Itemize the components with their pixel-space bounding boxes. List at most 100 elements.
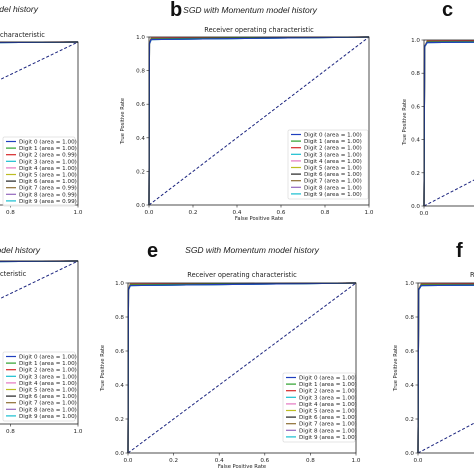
roc-curve-digit-6 [423,41,474,207]
legend-entry: Digit 3 (area = 1.00) [304,152,362,158]
x-tick-label: 0.8 [6,210,15,216]
legend-box [2,136,76,207]
legend-entry: Digit 0 (area = 1.00) [304,133,362,139]
legend-entry: Digit 6 (area = 1.00) [19,179,77,185]
plot-title: cteristic [0,270,27,278]
roc-curve-digit-6 [417,284,474,454]
roc-curve-digit-7 [423,40,474,207]
roc-curve-digit-3 [423,41,474,207]
legend-entry: Digit 2 (area = 1.00) [19,368,77,374]
panel-letter: b [170,0,182,21]
chance-diagonal-line [423,179,474,207]
legend: Digit 0 (area = 1.00)Digit 1 (area = 1.0… [287,129,369,200]
x-tick-label: 0.8 [321,210,330,216]
y-tick-label: 0.6 [411,104,420,110]
roc-panel-4: 0.8 1.0 cteristic odel history Digit 0 (area… [0,245,83,435]
roc-curve-digit-8 [423,40,474,207]
roc-curve-digit-4 [417,283,474,454]
y-axis-label: True Positive Rate [100,345,106,392]
y-tick-label: 0.8 [405,315,414,321]
panel-caption: SGD with Momentum model history [183,5,317,15]
legend-entry: Digit 8 (area = 0.99) [19,192,77,198]
x-tick-label: 1.0 [74,429,83,435]
plot-title: Receiver operating characteristic [187,271,297,279]
legend-entry: Digit 2 (area = 1.00) [304,146,362,152]
legend-entry: Digit 7 (area = 1.00) [304,179,362,185]
y-tick-label: 1.0 [136,35,145,41]
legend-entry: Digit 5 (area = 1.00) [299,409,357,415]
legend-entry: Digit 6 (area = 1.00) [304,172,362,178]
y-tick-label: 0.4 [405,383,414,389]
y-tick-label: 0.4 [115,383,124,389]
x-tick-label: 0.4 [233,210,242,216]
x-tick-label: 1.0 [74,210,83,216]
roc-curve-digit-2 [417,283,474,454]
x-tick-label: 0.2 [189,210,198,216]
legend-entry: Digit 7 (area = 0.99) [19,186,77,192]
legend: Digit 0 (area = 1.00)Digit 1 (area = 1.0… [2,136,77,207]
y-tick-label: 0.0 [405,451,414,457]
x-tick-label: 0.2 [169,458,178,464]
legend-entry: Digit 8 (area = 1.00) [304,185,362,191]
x-axis-label: False Positive Rate [235,216,283,222]
x-axis-label: False Positive Rate [218,464,266,470]
y-axis-label: True Positive Rate [393,345,399,392]
y-tick-label: 0.0 [411,204,420,210]
chance-diagonal-line [127,282,357,454]
panel-letter: c [442,0,453,21]
panel-caption: model history [0,4,39,14]
plot-frame [148,36,370,206]
legend-entry: Digit 2 (area = 0.99) [19,153,77,159]
legend-entry: Digit 5 (area = 1.00) [19,388,77,394]
plot-frame [127,282,357,454]
legend-entry: Digit 7 (area = 1.00) [19,401,77,407]
y-tick-label: 1.0 [405,281,414,287]
legend-entry: Digit 9 (area = 1.00) [304,192,362,198]
y-tick-label: 0.6 [136,102,145,108]
roc-curve-digit-5 [417,283,474,454]
legend-entry: Digit 6 (area = 1.00) [19,394,77,400]
roc-curve-digit-5 [423,40,474,207]
legend: Digit 0 (area = 1.00)Digit 1 (area = 1.0… [2,351,77,422]
plot-title: Receiver operating characteristic [204,26,314,34]
legend-entry: Digit 1 (area = 1.00) [304,139,362,145]
y-tick-label: 0.8 [136,69,145,75]
y-axis-label: True Positive Rate [120,98,126,145]
legend-entry: Digit 4 (area = 1.00) [299,402,357,408]
x-tick-label: 1.0 [352,458,361,464]
panel-caption: SGD with Momentum model history [185,245,319,255]
chance-diagonal-line [417,422,474,454]
y-tick-label: 1.0 [115,281,124,287]
x-tick-label: 0.6 [277,210,286,216]
legend: Digit 0 (area = 1.00)Digit 1 (area = 1.0… [282,372,357,443]
legend-entry: Digit 5 (area = 1.00) [304,166,362,172]
x-tick-label: 0.0 [420,211,429,217]
plot-frame [0,260,79,425]
x-tick-label: 0.0 [145,210,154,216]
legend-box [287,129,369,200]
y-tick-label: 0.8 [411,71,420,77]
legend-entry: Digit 4 (area = 1.00) [304,159,362,165]
roc-panel-2: 0.0 0.2 0.4 0.6 0.8 1.0 0.0 0.2 0.4 0.6 0.8 1.0 Fals… [120,0,374,222]
x-tick-label: 0.0 [414,458,423,464]
legend-entry: Digit 9 (area = 0.99) [19,199,77,205]
roc-curve-digit-2 [423,40,474,207]
legend-entry: Digit 3 (area = 1.00) [19,159,77,165]
y-tick-label: 0.0 [115,451,124,457]
y-tick-label: 0.4 [136,136,145,142]
legend-entry: Digit 1 (area = 1.00) [19,361,77,367]
y-tick-label: 0.2 [136,169,145,175]
legend-entry: Digit 7 (area = 1.00) [299,422,357,428]
roc-curve-digit-1 [423,40,474,207]
plot-title: R [470,271,474,279]
legend-entry: Digit 8 (area = 1.00) [19,407,77,413]
roc-curve-digit-0 [417,284,474,454]
x-tick-label: 1.0 [365,210,374,216]
y-tick-label: 0.2 [405,417,414,423]
legend-entry: Digit 4 (area = 1.00) [19,166,77,172]
y-tick-label: 0.2 [115,417,124,423]
legend-entry: Digit 0 (area = 1.00) [19,140,77,146]
chance-diagonal-line [0,41,79,81]
